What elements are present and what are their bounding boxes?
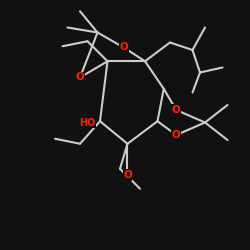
Text: HO: HO bbox=[79, 118, 96, 128]
Text: O: O bbox=[123, 170, 132, 180]
Text: O: O bbox=[172, 130, 180, 140]
Text: O: O bbox=[172, 105, 180, 115]
Text: O: O bbox=[76, 72, 84, 83]
Text: O: O bbox=[120, 42, 128, 52]
